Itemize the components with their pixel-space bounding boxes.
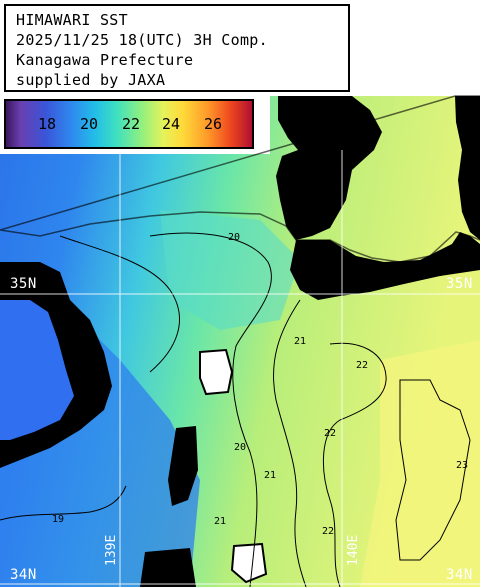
lat-label-34n-east: 34N [446, 567, 473, 583]
isotherm-label-21c: 21 [214, 516, 226, 527]
colorbar-tick-26: 26 [204, 115, 222, 133]
land-shikine [140, 548, 196, 587]
colorbar-tick-22: 22 [122, 115, 140, 133]
title-line-region: Kanagawa Prefecture [16, 50, 348, 70]
colorbar-tick-20: 20 [80, 115, 98, 133]
lon-label-140e: 140E [346, 535, 361, 566]
isotherm-label-22d: 22 [322, 526, 334, 537]
colorbar-tick-18: 18 [38, 115, 56, 133]
temperature-colorbar: 18 20 22 24 26 [4, 99, 254, 149]
title-line-datetime: 2025/11/25 18(UTC) 3H Comp. [16, 30, 348, 50]
isotherm-label-22b: 22 [324, 428, 336, 439]
isotherm-label-22a: 22 [356, 360, 368, 371]
isotherm-label-20b: 20 [234, 442, 246, 453]
lat-label-35n-west: 35N [10, 276, 37, 292]
lon-label-139e: 139E [104, 535, 119, 566]
map-title-box: HIMAWARI SST 2025/11/25 18(UTC) 3H Comp.… [4, 4, 350, 92]
isotherm-label-21b: 21 [264, 470, 276, 481]
isotherm-label-19: 19 [52, 514, 64, 525]
lat-label-34n-west: 34N [10, 567, 37, 583]
land-oshima [200, 350, 232, 394]
isotherm-label-20a: 20 [228, 232, 240, 243]
lat-label-35n-east: 35N [446, 276, 473, 292]
title-line-product: HIMAWARI SST [16, 10, 348, 30]
isotherm-label-21a: 21 [294, 336, 306, 347]
colorbar-tick-24: 24 [162, 115, 180, 133]
isotherm-label-22c: 22 [430, 268, 442, 279]
isotherm-label-23: 23 [456, 460, 468, 471]
title-line-source: supplied by JAXA [16, 70, 348, 90]
